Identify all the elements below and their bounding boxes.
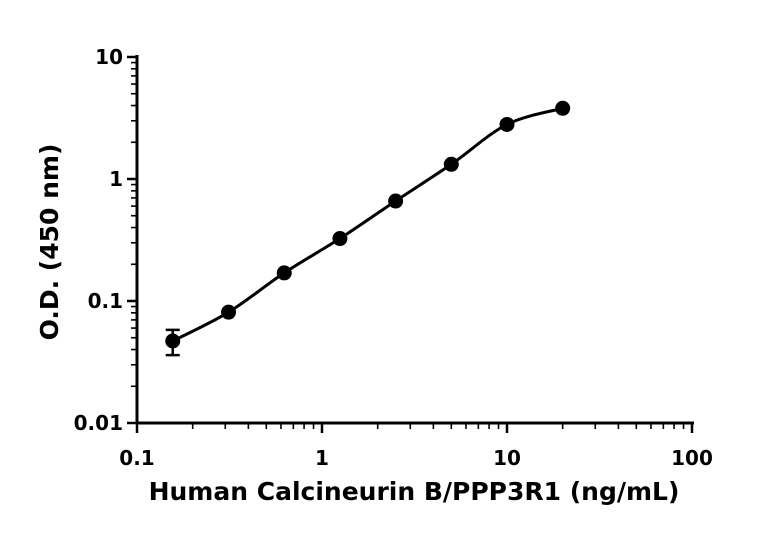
y-tick-label: 0.01 <box>74 411 123 435</box>
y-tick-label: 10 <box>95 45 123 69</box>
data-points-layer <box>165 100 571 357</box>
x-tick-label: 1 <box>315 446 329 470</box>
y-axis-title: O.D. (450 nm) <box>35 144 64 341</box>
x-tick-label: 10 <box>493 446 521 470</box>
fit-curve <box>172 106 564 343</box>
data-point <box>388 193 404 209</box>
y-tick-label: 1 <box>109 167 123 191</box>
data-point <box>332 231 348 247</box>
data-point <box>276 265 292 281</box>
data-point <box>443 156 459 172</box>
axes: 0.1 1 10 100 0.01 0.1 1 10 <box>74 45 713 470</box>
x-tick-label: 100 <box>671 446 713 470</box>
data-point <box>221 304 237 320</box>
data-point <box>165 333 181 349</box>
fit-curve-layer <box>172 106 564 343</box>
data-point <box>555 100 571 116</box>
data-point <box>499 116 515 132</box>
x-tick-label: 0.1 <box>119 446 154 470</box>
y-tick-label: 0.1 <box>88 289 123 313</box>
x-axis-title: Human Calcineurin B/PPP3R1 (ng/mL) <box>149 477 680 506</box>
